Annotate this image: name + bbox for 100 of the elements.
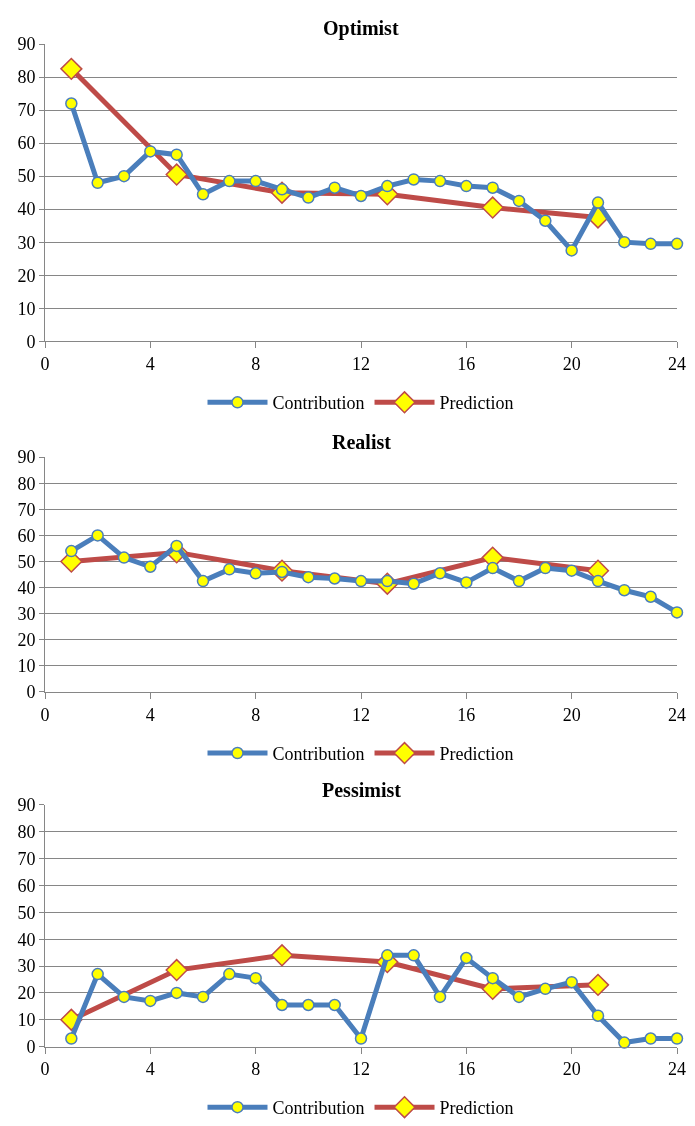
point	[275, 998, 289, 1012]
x-tick-label: 4	[145, 353, 155, 374]
x-tick-label: 8	[251, 1059, 261, 1080]
y-tick-label: 0	[26, 331, 36, 352]
point	[433, 174, 447, 188]
point	[117, 169, 131, 183]
y-tick-label: 80	[17, 822, 36, 843]
point	[512, 194, 526, 208]
point	[539, 982, 552, 996]
point	[249, 567, 262, 580]
point	[249, 971, 262, 985]
x-tick-label: 20	[562, 704, 581, 725]
y-tick-label: 60	[17, 525, 36, 546]
y-tick-label: 20	[17, 265, 36, 286]
point	[460, 951, 473, 965]
point	[117, 990, 131, 1004]
point	[565, 564, 578, 577]
x-tick-label: 16	[457, 353, 476, 374]
y-tick-label: 70	[17, 499, 36, 520]
y-tick-label: 40	[17, 929, 36, 950]
chart-title: Optimist	[323, 17, 399, 40]
point	[328, 998, 341, 1012]
y-tick-label: 90	[17, 447, 36, 468]
point	[407, 949, 420, 962]
x-tick-label: 12	[352, 1059, 370, 1080]
legend-label: Prediction	[439, 744, 514, 765]
point	[670, 1032, 684, 1045]
x-tick-label: 20	[562, 353, 581, 374]
y-tick-label: 80	[17, 67, 36, 88]
point	[302, 570, 315, 584]
point	[144, 560, 157, 573]
x-tick-label: 16	[457, 704, 476, 725]
point	[223, 967, 236, 981]
point	[512, 990, 526, 1004]
point	[91, 529, 104, 542]
y-tick-label: 60	[17, 875, 36, 896]
point	[354, 574, 368, 588]
point	[670, 237, 684, 251]
legend-label: Prediction	[439, 1098, 514, 1119]
x-tick-label: 4	[145, 1059, 155, 1080]
y-tick-label: 20	[17, 983, 36, 1004]
y-tick-label: 40	[17, 199, 36, 220]
point	[381, 949, 394, 962]
point	[591, 574, 605, 588]
y-tick-label: 20	[17, 630, 36, 651]
x-tick-label: 8	[251, 353, 261, 374]
point	[144, 994, 157, 1008]
point	[302, 191, 315, 204]
point	[565, 975, 578, 989]
point	[117, 551, 131, 564]
chart-title: Pessimist	[322, 779, 402, 801]
y-tick-label: 70	[17, 848, 36, 869]
y-tick-label: 70	[17, 100, 36, 121]
x-tick-label: 0	[40, 1059, 50, 1080]
point	[644, 237, 657, 251]
point	[328, 572, 341, 585]
point	[591, 1009, 605, 1022]
point	[486, 561, 499, 575]
point	[65, 544, 78, 558]
x-tick-label: 12	[352, 353, 370, 374]
point	[381, 179, 394, 193]
point	[328, 181, 341, 194]
point	[433, 990, 447, 1004]
point	[407, 577, 420, 590]
y-tick-label: 90	[17, 795, 36, 816]
point	[249, 174, 262, 188]
x-tick-label: 16	[457, 1059, 476, 1080]
point	[91, 967, 104, 981]
point	[512, 574, 526, 588]
point	[460, 576, 473, 589]
point	[196, 188, 210, 201]
y-tick-label: 50	[17, 902, 36, 923]
point	[165, 958, 188, 982]
y-tick-label: 80	[17, 473, 36, 494]
point	[644, 590, 657, 603]
y-tick-label: 50	[17, 166, 36, 187]
x-tick-label: 24	[668, 704, 686, 725]
point	[196, 574, 210, 588]
point	[565, 244, 578, 257]
x-tick-label: 24	[668, 353, 686, 374]
y-tick-label: 50	[17, 551, 36, 572]
point	[591, 196, 605, 209]
point	[433, 567, 447, 580]
point	[354, 1032, 368, 1045]
y-tick-label: 30	[17, 956, 36, 977]
point	[60, 57, 83, 81]
point	[302, 998, 315, 1012]
chart-title: Realist	[332, 431, 392, 453]
point	[165, 163, 188, 186]
point	[270, 944, 294, 967]
point	[481, 196, 504, 219]
y-tick-label: 90	[17, 34, 36, 55]
legend-label: Contribution	[272, 744, 365, 765]
y-tick-label: 60	[17, 133, 36, 154]
point	[91, 176, 104, 190]
point	[618, 583, 631, 597]
point	[539, 561, 552, 575]
y-tick-label: 10	[17, 656, 36, 677]
y-tick-label: 0	[26, 1036, 36, 1057]
x-tick-label: 0	[40, 704, 50, 725]
